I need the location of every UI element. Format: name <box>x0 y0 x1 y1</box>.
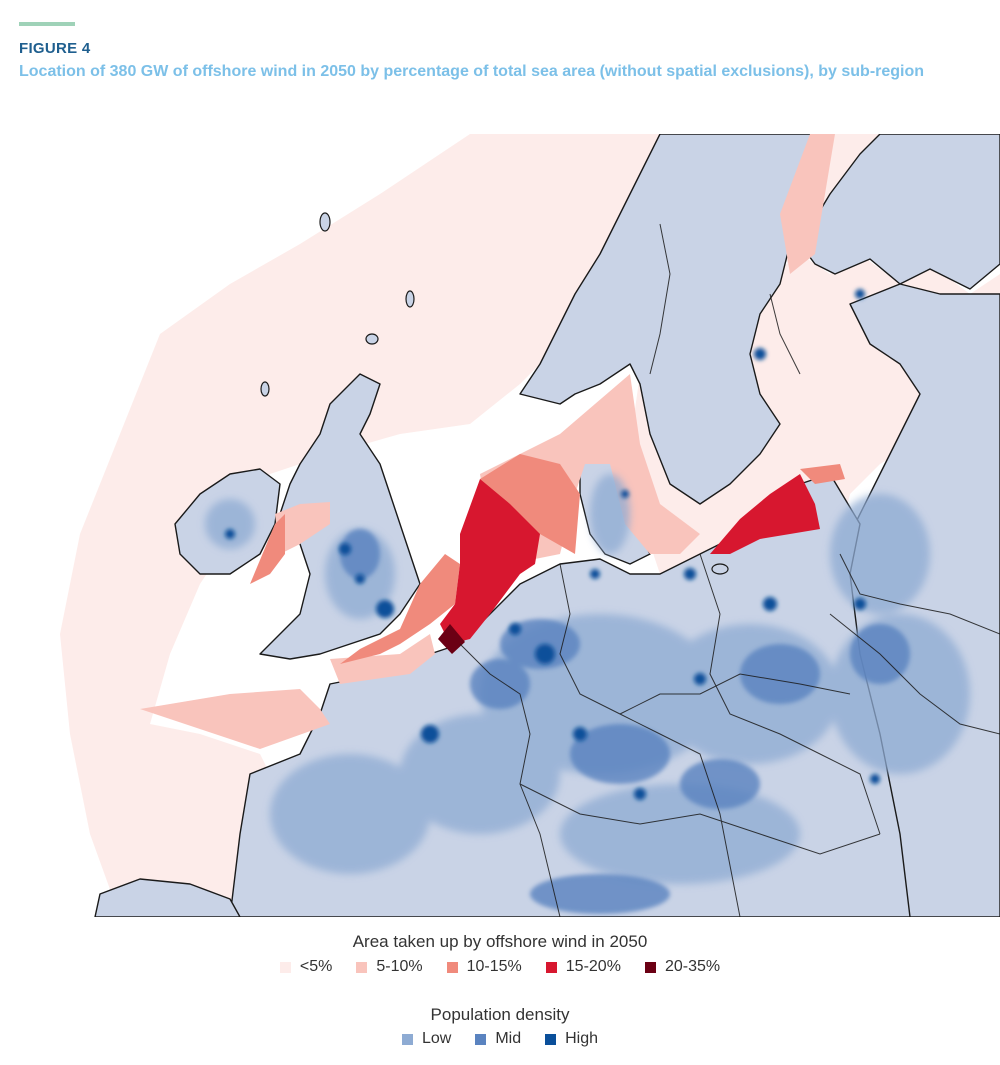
land-finland <box>799 134 1000 290</box>
legend-swatch <box>545 1033 557 1045</box>
legend-label: Low <box>421 1030 452 1047</box>
zone-10-15 <box>340 554 460 664</box>
legend-label: High <box>565 1030 599 1047</box>
zone-5-10 <box>330 634 435 684</box>
legend-item: 10-15% <box>446 958 522 976</box>
legend-item: <5% <box>279 958 333 976</box>
legend-item: High <box>545 1030 598 1048</box>
legend-swatch <box>401 1033 413 1045</box>
legend-swatch <box>475 1033 487 1045</box>
islands <box>260 212 729 575</box>
zone-10-15 <box>250 514 285 584</box>
legend-label: <5% <box>299 958 333 975</box>
legend-item: 15-20% <box>545 958 621 976</box>
zone-20-35 <box>438 624 465 654</box>
zone-5-10 <box>275 502 330 554</box>
sea-area-low <box>60 134 680 917</box>
legend-label: Mid <box>495 1030 522 1047</box>
legend-population: Low Mid High <box>0 1030 1000 1048</box>
zone-5-10 <box>140 689 330 749</box>
legend-swatch <box>279 961 291 973</box>
map <box>0 134 1000 917</box>
legend-item: 5-10% <box>356 958 423 976</box>
legend-item: 20-35% <box>644 958 721 976</box>
zone-15-20 <box>710 474 820 554</box>
legend-label: 20-35% <box>664 958 721 975</box>
figure-title: Location of 380 GW of offshore wind in 2… <box>19 63 925 80</box>
land-iberia <box>94 878 241 917</box>
zone-10-15 <box>480 454 580 554</box>
legend-swatch <box>545 961 557 973</box>
legend-offshore: <5% 5-10% 10-15% 15-20% 20-35% <box>0 958 1000 976</box>
legend-label: 5-10% <box>376 958 423 975</box>
figure-label: FIGURE 4 <box>19 40 91 57</box>
country-borders <box>459 223 1000 917</box>
legend-population-title: Population density <box>430 1005 570 1024</box>
zone-10-15 <box>800 464 845 484</box>
land-scandinavia <box>519 134 831 505</box>
legend-offshore-title: Area taken up by offshore wind in 2050 <box>352 932 648 951</box>
legend-item: Low <box>401 1030 452 1048</box>
accent-rule <box>19 22 75 26</box>
zone-15-20 <box>440 479 540 644</box>
legend-swatch <box>446 961 458 973</box>
legend-swatch <box>644 961 656 973</box>
offshore-zones <box>140 134 845 749</box>
zone-5-10 <box>780 134 835 274</box>
legend-item: Mid <box>475 1030 521 1048</box>
legend-label: 10-15% <box>466 958 522 975</box>
legend-swatch <box>356 961 368 973</box>
legend-label: 15-20% <box>565 958 621 975</box>
